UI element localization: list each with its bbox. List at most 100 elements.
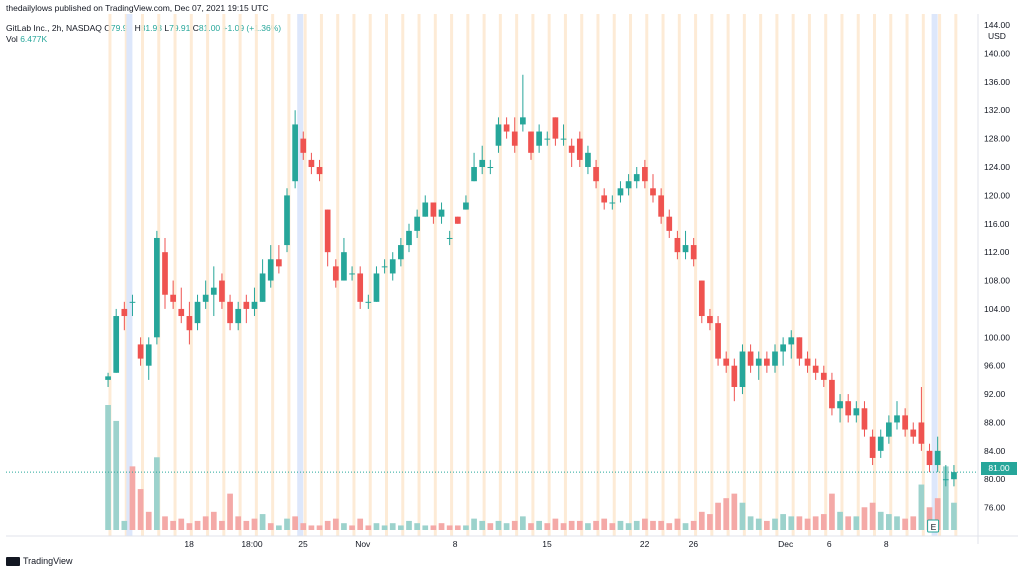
volume-bar: [788, 516, 795, 530]
candle-body: [300, 138, 307, 153]
candle-body: [902, 415, 908, 430]
candle-body: [121, 308, 128, 317]
time-tick-label: 8: [453, 539, 458, 549]
candle-body: [731, 365, 738, 387]
candle-body: [698, 280, 705, 317]
volume-bar: [886, 514, 892, 530]
volume-bar: [951, 502, 957, 530]
candle-body: [463, 202, 469, 210]
candle-body: [568, 145, 575, 153]
price-tick-label: 92.00: [984, 389, 1006, 399]
session-band: [401, 14, 405, 536]
candle-body: [780, 344, 786, 352]
candle-body: [227, 301, 233, 324]
volume-bar: [674, 518, 681, 530]
candle-body: [910, 429, 917, 437]
candle-body: [210, 287, 217, 295]
volume-bar: [528, 523, 534, 530]
volume-bar: [145, 511, 152, 530]
volume-bar: [422, 525, 429, 530]
session-band: [108, 14, 112, 536]
symbol-name: GitLab Inc., 2h, NASDAQ: [6, 23, 102, 33]
candle-body: [324, 209, 331, 253]
volume-bar: [170, 520, 176, 530]
price-tick-label: 100.00: [984, 332, 1010, 342]
candle-body: [446, 237, 453, 239]
candlestick-chart[interactable]: 144.00 140.00 136.00 132.00 128.00 124.00 120.…: [6, 14, 1018, 558]
volume-bar: [471, 518, 477, 530]
candle-body: [479, 159, 486, 168]
volume-bar: [381, 525, 388, 530]
volume-bar: [495, 520, 502, 530]
price-tick-label: 124.00: [984, 162, 1010, 172]
candle-body: [707, 316, 713, 324]
volume-bar: [227, 493, 233, 530]
candle-body: [926, 450, 933, 466]
volume-bar: [365, 525, 372, 530]
candle-body: [454, 216, 461, 224]
candle-body: [235, 308, 242, 324]
volume-bar: [804, 518, 811, 530]
candle-body: [267, 259, 274, 281]
session-band: [352, 14, 356, 536]
time-tick-label: 22: [640, 539, 650, 549]
session-band: [677, 14, 681, 536]
volume-bar: [918, 484, 925, 530]
earnings-marker-label: E: [931, 522, 937, 532]
volume-bar: [300, 523, 307, 530]
close-value: 81.00: [198, 23, 221, 33]
volume-bar: [837, 511, 843, 530]
volume-bar: [341, 523, 347, 530]
candle-body: [747, 351, 754, 366]
volume-bar: [276, 525, 282, 530]
volume-bar: [178, 518, 185, 530]
price-tick-label: 104.00: [984, 304, 1010, 314]
tradingview-logo-text: TradingView: [23, 556, 73, 566]
volume-bar: [406, 520, 412, 530]
volume-bar: [625, 523, 632, 530]
price-tick-label: 88.00: [984, 417, 1006, 427]
volume-bar: [715, 502, 721, 530]
publisher-header: thedailylows published on TradingView.co…: [6, 3, 269, 13]
candle-body: [690, 245, 697, 260]
volume-bar: [430, 525, 437, 530]
volume-bar: [536, 520, 542, 530]
session-band: [873, 14, 877, 536]
ohlc-legend: GitLab Inc., 2h, NASDAQ O79.92 H81.93 L7…: [6, 22, 281, 34]
volume-bar: [202, 516, 209, 530]
volume-bar: [576, 520, 583, 530]
volume-bar: [552, 518, 559, 530]
candle-body: [365, 301, 372, 303]
session-band: [612, 14, 616, 536]
volume-bar: [568, 520, 575, 530]
candle-body: [552, 117, 559, 139]
high-value: 81.93: [140, 23, 162, 33]
session-band: [141, 14, 145, 536]
candle-body: [560, 138, 567, 140]
volume-bar: [544, 523, 551, 530]
volume-bar: [503, 523, 510, 530]
candle-body: [593, 167, 599, 182]
candle-body: [861, 408, 868, 430]
volume-bar: [284, 518, 290, 530]
volume-bar: [454, 525, 461, 530]
session-band: [189, 14, 193, 536]
candle-body: [194, 301, 201, 324]
earnings-marker-icon: [927, 519, 940, 533]
candle-body: [487, 167, 494, 169]
volume-bar: [934, 498, 941, 530]
time-tick-label: 25: [298, 539, 308, 549]
volume-bar: [772, 518, 778, 530]
tradingview-logo[interactable]: TradingView: [6, 556, 73, 566]
volume-bar: [642, 518, 648, 530]
session-band: [466, 14, 470, 536]
candle-body: [820, 372, 827, 380]
price-tick-label: 76.00: [984, 503, 1006, 513]
session-band: [954, 14, 958, 536]
candle-body: [170, 294, 176, 302]
volume-bar: [210, 511, 217, 530]
session-band: [629, 14, 633, 536]
candle-body: [511, 131, 518, 146]
session-band: [726, 14, 730, 536]
time-tick-label: Nov: [355, 539, 371, 549]
